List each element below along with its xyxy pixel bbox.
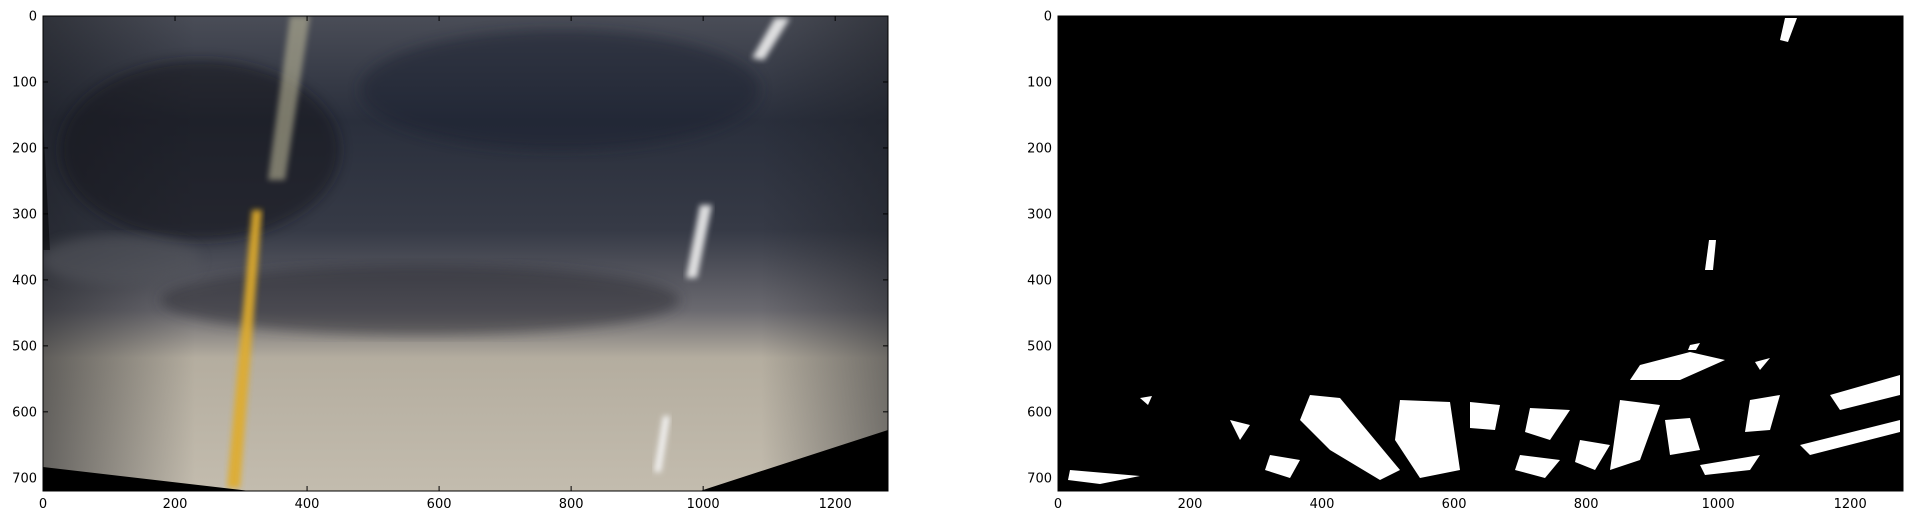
binary-lane-mask-image [1058, 16, 1903, 491]
warped-road-color-image [43, 16, 888, 491]
x-tick-label: 0 [39, 497, 47, 512]
y-tick-label: 400 [12, 273, 37, 288]
y-tick-label: 600 [1027, 405, 1052, 420]
bird-eye-binary-panel: 0 200 400 600 800 1000 1200 0 100 200 300 400 500 600… [1027, 10, 1904, 512]
y-tick-label: 100 [12, 75, 37, 90]
x-tick-label: 1200 [1834, 497, 1867, 512]
y-tick-label: 600 [12, 405, 37, 420]
x-tick-label: 600 [427, 497, 452, 512]
x-tick-label: 400 [1310, 497, 1335, 512]
y-tick-label: 300 [12, 207, 37, 222]
x-tick-label: 200 [163, 497, 188, 512]
x-tick-label: 1000 [1702, 497, 1735, 512]
y-tick-label: 0 [1044, 10, 1052, 25]
y-tick-label: 0 [29, 10, 37, 25]
y-tick-label: 400 [1027, 273, 1052, 288]
y-tick-label: 200 [1027, 141, 1052, 156]
x-tick-label: 0 [1054, 497, 1062, 512]
axis-ticks: 0 200 400 600 800 1000 1200 0 100 200 300 400 500 600… [1027, 10, 1903, 512]
axis-ticks: 0 200 400 600 800 1000 1200 0 100 200 300 400 500 600… [12, 10, 888, 512]
x-tick-label: 200 [1178, 497, 1203, 512]
x-tick-label: 1000 [687, 497, 720, 512]
y-tick-label: 500 [12, 339, 37, 354]
x-tick-label: 1200 [819, 497, 852, 512]
x-tick-label: 800 [559, 497, 584, 512]
x-tick-label: 800 [1574, 497, 1599, 512]
axes-frame [42, 15, 889, 492]
x-tick-label: 400 [295, 497, 320, 512]
x-tick-label: 600 [1442, 497, 1467, 512]
y-tick-label: 500 [1027, 339, 1052, 354]
axes-frame [1057, 15, 1904, 492]
y-tick-label: 100 [1027, 75, 1052, 90]
y-tick-label: 700 [1027, 471, 1052, 486]
y-tick-label: 300 [1027, 207, 1052, 222]
bird-eye-color-panel: 0 200 400 600 800 1000 1200 0 100 200 300 400 500 600… [12, 10, 889, 512]
y-tick-label: 200 [12, 141, 37, 156]
y-tick-label: 700 [12, 471, 37, 486]
